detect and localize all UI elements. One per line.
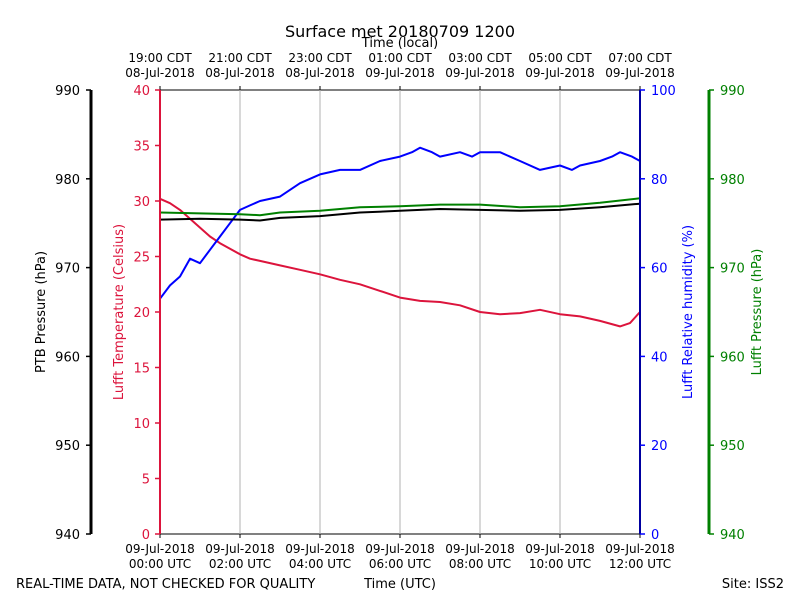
lp-tick-label: 990 [720, 84, 745, 99]
rh-tick-label: 0 [651, 528, 659, 543]
ptb-tick-label: 950 [55, 439, 80, 454]
temp-tick-label: 40 [133, 84, 150, 99]
bottom-tick-label-date: 09-Jul-2018 [205, 542, 275, 556]
temp-tick-label: 5 [142, 473, 150, 488]
bottom-tick-label-date: 09-Jul-2018 [445, 542, 515, 556]
top-axis-label: Time (local) [361, 36, 438, 51]
lp-tick-label: 970 [720, 262, 745, 277]
top-tick-label-date: 08-Jul-2018 [285, 66, 355, 80]
series-lufft-temperature [159, 197, 641, 328]
rh-axis-label: Lufft Relative humidity (%) [681, 225, 696, 399]
top-tick-label-date: 08-Jul-2018 [205, 66, 275, 80]
ptb-tick-label: 980 [55, 173, 80, 188]
rh-tick-label: 80 [651, 173, 668, 188]
top-tick-label-date: 09-Jul-2018 [605, 66, 675, 80]
lp-tick-label: 950 [720, 439, 745, 454]
bottom-tick-label-time: 04:00 UTC [289, 557, 351, 571]
temp-tick-label: 35 [133, 140, 150, 155]
ptb-tick-label: 990 [55, 84, 80, 99]
bottom-tick-label-time: 10:00 UTC [529, 557, 591, 571]
top-tick-label-time: 01:00 CDT [368, 51, 432, 65]
top-tick-label-date: 08-Jul-2018 [125, 66, 195, 80]
bottom-tick-label-time: 02:00 UTC [209, 557, 271, 571]
ptb-tick-label: 960 [55, 350, 80, 365]
top-tick-label-date: 09-Jul-2018 [365, 66, 435, 80]
bottom-tick-label-time: 00:00 UTC [129, 557, 191, 571]
temp-axis-label: Lufft Temperature (Celsius) [112, 224, 127, 400]
bottom-tick-label-time: 08:00 UTC [449, 557, 511, 571]
top-tick-label-date: 09-Jul-2018 [525, 66, 595, 80]
temp-tick-label: 20 [133, 306, 150, 321]
temp-tick-label: 30 [133, 195, 150, 210]
top-tick-label-time: 19:00 CDT [128, 51, 192, 65]
bottom-tick-label-date: 09-Jul-2018 [605, 542, 675, 556]
top-tick-label-time: 23:00 CDT [288, 51, 352, 65]
bottom-tick-label-time: 06:00 UTC [369, 557, 431, 571]
series-layer [159, 146, 641, 328]
grid-lines [239, 90, 561, 534]
rh-tick-label: 20 [651, 439, 668, 454]
bottom-tick-label-date: 09-Jul-2018 [285, 542, 355, 556]
bottom-axis-label: Time (UTC) [363, 577, 436, 592]
series-lufft-pressure [159, 197, 641, 217]
rh-tick-label: 100 [651, 84, 676, 99]
chart-title: Surface met 20180709 1200 [285, 22, 515, 41]
top-tick-label-date: 09-Jul-2018 [445, 66, 515, 80]
lp-tick-label: 940 [720, 528, 745, 543]
rh-tick-label: 40 [651, 350, 668, 365]
ptb-tick-label: 940 [55, 528, 80, 543]
temp-tick-label: 25 [133, 251, 150, 266]
temp-tick-label: 10 [133, 417, 150, 432]
lp-tick-label: 980 [720, 173, 745, 188]
bottom-tick-label-date: 09-Jul-2018 [125, 542, 195, 556]
lp-tick-label: 960 [720, 350, 745, 365]
footer-quality-note: REAL-TIME DATA, NOT CHECKED FOR QUALITY [16, 577, 315, 592]
series-lufft-relative-humidity [159, 146, 641, 300]
series-ptb-pressure [159, 202, 641, 222]
temp-tick-label: 15 [133, 362, 150, 377]
top-tick-label-time: 21:00 CDT [208, 51, 272, 65]
lp-axis-label: Lufft Pressure (hPa) [750, 249, 765, 376]
top-tick-label-time: 05:00 CDT [528, 51, 592, 65]
rh-tick-label: 60 [651, 262, 668, 277]
footer-site: Site: ISS2 [722, 577, 784, 592]
top-tick-label-time: 03:00 CDT [448, 51, 512, 65]
temp-tick-label: 0 [142, 528, 150, 543]
ptb-tick-label: 970 [55, 262, 80, 277]
top-tick-label-time: 07:00 CDT [608, 51, 672, 65]
bottom-tick-label-date: 09-Jul-2018 [365, 542, 435, 556]
ptb-axis-label: PTB Pressure (hPa) [34, 251, 49, 373]
bottom-tick-label-time: 12:00 UTC [609, 557, 671, 571]
bottom-tick-label-date: 09-Jul-2018 [525, 542, 595, 556]
